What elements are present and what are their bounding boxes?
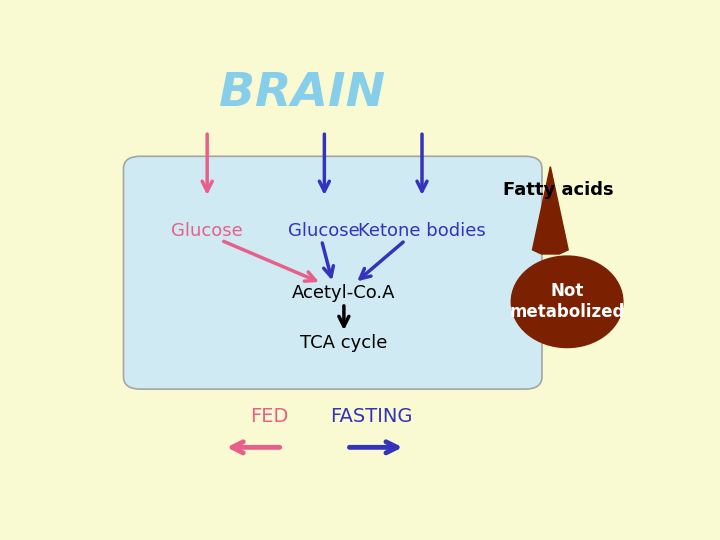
- Text: TCA cycle: TCA cycle: [300, 334, 387, 353]
- Text: Ketone bodies: Ketone bodies: [358, 222, 486, 240]
- Text: Acetyl-Co.A: Acetyl-Co.A: [292, 285, 396, 302]
- Text: BRAIN: BRAIN: [219, 71, 385, 117]
- Text: Glucose: Glucose: [171, 222, 243, 240]
- Text: Fatty acids: Fatty acids: [503, 180, 614, 199]
- Text: FASTING: FASTING: [330, 407, 413, 426]
- Ellipse shape: [511, 256, 623, 348]
- Text: Glucose: Glucose: [289, 222, 360, 240]
- Text: FED: FED: [250, 407, 288, 426]
- Text: Not
metabolized: Not metabolized: [510, 282, 625, 321]
- Polygon shape: [533, 167, 568, 254]
- FancyBboxPatch shape: [124, 156, 542, 389]
